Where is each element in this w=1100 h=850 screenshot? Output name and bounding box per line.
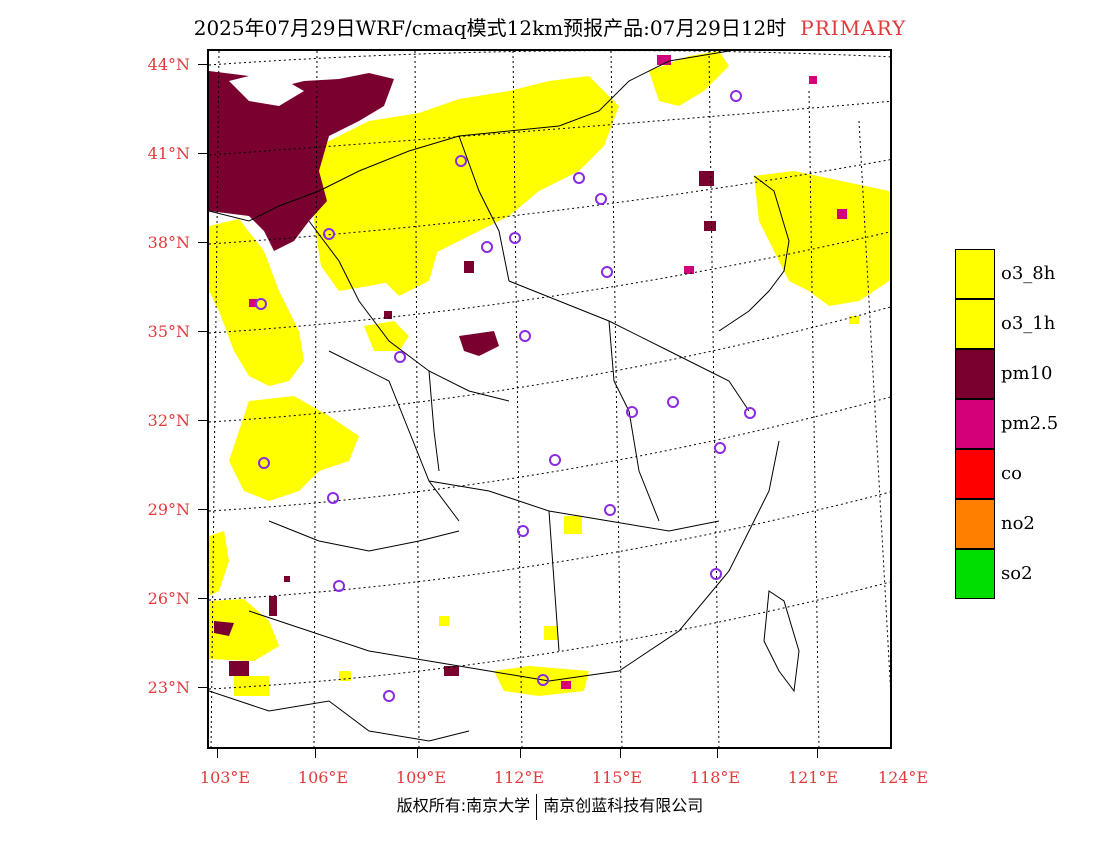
legend-item-o3-8h: o3_8h — [955, 249, 1095, 299]
copyright-credit: 版权所有:南京大学 南京创蓝科技有限公司 — [0, 792, 1100, 820]
legend-item-o3-1h: o3_1h — [955, 299, 1095, 349]
lon-tick — [417, 749, 418, 758]
legend-swatch — [955, 249, 995, 299]
lat-label-44: 44°N — [147, 55, 190, 74]
legend-label: so2 — [1001, 563, 1033, 584]
credit-divider — [536, 793, 538, 820]
lat-tick — [198, 153, 207, 154]
credit-company: 南京创蓝科技有限公司 — [543, 796, 704, 815]
legend-swatch — [955, 449, 995, 499]
legend-label: o3_1h — [1001, 313, 1056, 334]
lon-label-121: 121°E — [787, 768, 839, 787]
lat-label-23: 23°N — [147, 678, 190, 697]
pm25-spots — [249, 55, 847, 689]
lat-tick — [198, 598, 207, 599]
legend-label: no2 — [1001, 513, 1035, 534]
legend-label: o3_8h — [1001, 263, 1056, 284]
credit-university: 版权所有:南京大学 — [396, 796, 531, 815]
legend-item-co: co — [955, 449, 1095, 499]
legend-label: pm2.5 — [1001, 413, 1059, 434]
lon-tick — [217, 749, 218, 758]
lat-tick — [198, 420, 207, 421]
lat-label-32: 32°N — [147, 411, 190, 430]
lat-label-38: 38°N — [147, 233, 190, 252]
lat-tick — [198, 509, 207, 510]
primary-tag: PRIMARY — [800, 16, 907, 40]
lon-tick — [315, 749, 316, 758]
map-canvas — [209, 51, 890, 747]
legend-item-so2: so2 — [955, 549, 1095, 599]
lat-label-35: 35°N — [147, 322, 190, 341]
lon-label-112: 112°E — [493, 768, 545, 787]
legend-label: co — [1001, 463, 1022, 484]
legend-item-pm10: pm10 — [955, 349, 1095, 399]
legend-swatch — [955, 549, 995, 599]
legend-swatch — [955, 299, 995, 349]
lat-label-29: 29°N — [147, 500, 190, 519]
legend-swatch — [955, 349, 995, 399]
map-title: 2025年07月29日WRF/cmaq模式12km预报产品:07月29日12时 P… — [0, 12, 1100, 41]
lat-tick — [198, 687, 207, 688]
forecast-map[interactable] — [207, 49, 892, 749]
lon-label-115: 115°E — [591, 768, 643, 787]
lon-tick — [620, 749, 621, 758]
lat-label-41: 41°N — [147, 144, 190, 163]
legend-item-pm25: pm2.5 — [955, 399, 1095, 449]
lat-tick — [198, 331, 207, 332]
boundaries — [209, 51, 800, 742]
legend-swatch — [955, 499, 995, 549]
pm10-gaps — [229, 71, 304, 106]
title-text: 2025年07月29日WRF/cmaq模式12km预报产品:07月29日12时 — [193, 16, 787, 40]
o3-regions — [209, 51, 889, 696]
pollutant-legend: o3_8h o3_1h pm10 pm2.5 co no2 so2 — [955, 249, 1095, 599]
lat-tick — [198, 64, 207, 65]
legend-label: pm10 — [1001, 363, 1053, 384]
lon-tick — [817, 749, 818, 758]
lon-label-103: 103°E — [199, 768, 251, 787]
legend-item-no2: no2 — [955, 499, 1095, 549]
lon-label-124: 124°E — [877, 768, 929, 787]
pm10-regions — [209, 71, 716, 676]
graticule — [209, 51, 890, 747]
lon-tick — [520, 749, 521, 758]
lon-tick — [717, 749, 718, 758]
lat-tick — [198, 242, 207, 243]
lon-label-118: 118°E — [689, 768, 741, 787]
lon-label-106: 106°E — [297, 768, 349, 787]
legend-swatch — [955, 399, 995, 449]
lat-label-26: 26°N — [147, 589, 190, 608]
station-markers — [255, 90, 756, 702]
lon-label-109: 109°E — [395, 768, 447, 787]
